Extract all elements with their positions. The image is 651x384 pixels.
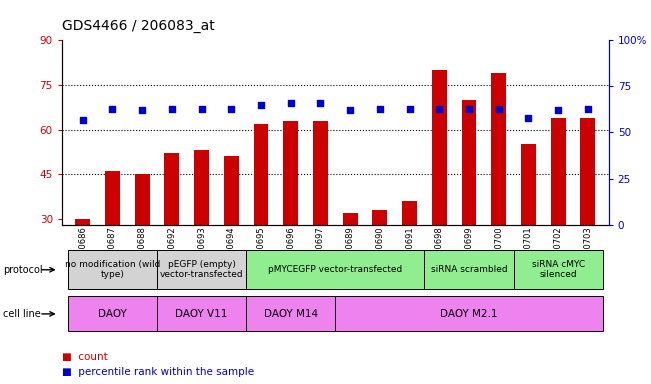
Bar bbox=[105, 171, 120, 308]
Point bbox=[315, 100, 326, 106]
Text: ■  percentile rank within the sample: ■ percentile rank within the sample bbox=[62, 367, 254, 377]
Point bbox=[286, 100, 296, 106]
Point bbox=[464, 106, 474, 112]
Bar bbox=[313, 121, 328, 308]
Text: cell line: cell line bbox=[3, 309, 41, 319]
Bar bbox=[283, 121, 298, 308]
Bar bbox=[135, 174, 150, 308]
Point bbox=[226, 106, 236, 112]
Bar bbox=[253, 124, 268, 308]
Bar bbox=[194, 150, 209, 308]
Text: pMYCEGFP vector-transfected: pMYCEGFP vector-transfected bbox=[268, 265, 402, 274]
Bar bbox=[581, 118, 595, 308]
Bar bbox=[402, 201, 417, 308]
Bar bbox=[432, 70, 447, 308]
Bar bbox=[462, 100, 477, 308]
Point bbox=[434, 106, 445, 112]
Bar bbox=[424, 250, 514, 289]
Bar bbox=[157, 250, 246, 289]
Text: pEGFP (empty)
vector-transfected: pEGFP (empty) vector-transfected bbox=[159, 260, 243, 280]
Point bbox=[523, 115, 534, 121]
Bar bbox=[335, 296, 603, 331]
Bar bbox=[164, 153, 179, 308]
Bar bbox=[342, 213, 357, 308]
Bar bbox=[246, 296, 335, 331]
Bar bbox=[68, 250, 157, 289]
Bar bbox=[68, 296, 157, 331]
Point bbox=[583, 106, 593, 112]
Text: DAOY M2.1: DAOY M2.1 bbox=[440, 309, 498, 319]
Bar bbox=[246, 250, 424, 289]
Bar bbox=[521, 144, 536, 308]
Point bbox=[167, 106, 177, 112]
Bar bbox=[76, 219, 90, 308]
Bar bbox=[372, 210, 387, 308]
Point bbox=[374, 106, 385, 112]
Point bbox=[345, 107, 355, 113]
Text: ■  count: ■ count bbox=[62, 352, 107, 362]
Text: DAOY M14: DAOY M14 bbox=[264, 309, 318, 319]
Text: siRNA scrambled: siRNA scrambled bbox=[431, 265, 507, 274]
Point bbox=[553, 107, 563, 113]
Text: protocol: protocol bbox=[3, 265, 43, 275]
Point bbox=[107, 106, 118, 112]
Text: siRNA cMYC
silenced: siRNA cMYC silenced bbox=[532, 260, 585, 280]
Text: no modification (wild
type): no modification (wild type) bbox=[64, 260, 160, 280]
Bar bbox=[492, 73, 506, 308]
Point bbox=[137, 107, 147, 113]
Point bbox=[77, 116, 88, 122]
Point bbox=[404, 106, 415, 112]
Point bbox=[197, 106, 207, 112]
Point bbox=[493, 106, 504, 112]
Text: DAOY V11: DAOY V11 bbox=[175, 309, 228, 319]
Text: GDS4466 / 206083_at: GDS4466 / 206083_at bbox=[62, 19, 215, 33]
Bar bbox=[224, 156, 239, 308]
Bar bbox=[157, 296, 246, 331]
Bar bbox=[514, 250, 603, 289]
Bar bbox=[551, 118, 566, 308]
Text: DAOY: DAOY bbox=[98, 309, 127, 319]
Point bbox=[256, 102, 266, 108]
